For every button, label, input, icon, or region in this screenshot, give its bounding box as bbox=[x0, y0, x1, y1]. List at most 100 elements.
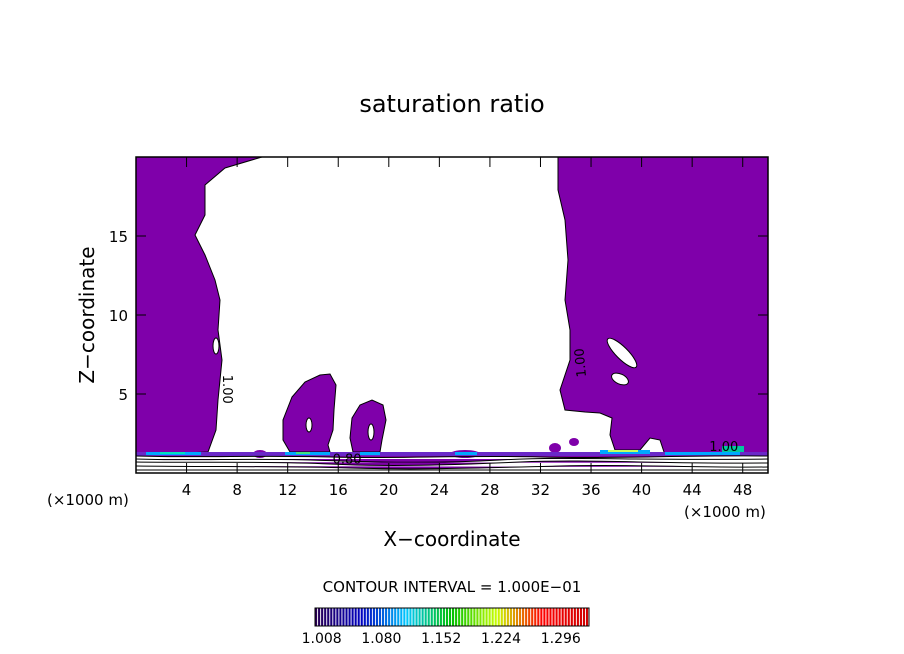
colorbar bbox=[315, 608, 589, 626]
saturated-patch bbox=[569, 438, 579, 446]
colorbar-tick-label: 1.224 bbox=[481, 631, 521, 647]
colorbar-swatch bbox=[430, 608, 433, 626]
colorbar-swatch bbox=[336, 608, 339, 626]
saturated-patch bbox=[549, 443, 561, 453]
colorbar-frame bbox=[314, 607, 590, 627]
colorbar-swatch bbox=[333, 608, 336, 626]
contour-labels: 1.00 1.00 0.80 1.00 bbox=[219, 348, 738, 468]
colorbar-swatch bbox=[406, 608, 409, 626]
saturated-region-right bbox=[557, 157, 768, 456]
colorbar-swatch bbox=[415, 608, 418, 626]
colorbar-swatch bbox=[427, 608, 430, 626]
ground-contours bbox=[136, 455, 768, 471]
colorbar-tick-labels: 1.008 1.080 1.152 1.224 1.296 bbox=[302, 631, 581, 647]
colorbar-swatch bbox=[522, 608, 525, 626]
colorbar-swatch bbox=[549, 608, 552, 626]
colorbar-swatch bbox=[391, 608, 394, 626]
colorbar-swatch bbox=[372, 608, 375, 626]
colorbar-swatch bbox=[436, 608, 439, 626]
y-tick-label: 15 bbox=[109, 228, 128, 246]
colorbar-swatch bbox=[351, 608, 354, 626]
colorbar-swatch bbox=[315, 608, 318, 626]
x-tick-label: 16 bbox=[329, 481, 348, 499]
colorbar-swatch bbox=[503, 608, 506, 626]
colorbar-swatch bbox=[561, 608, 564, 626]
colorbar-tick-label: 1.008 bbox=[302, 631, 342, 647]
colorbar-swatch bbox=[375, 608, 379, 626]
colorbar-swatch bbox=[394, 608, 397, 626]
x-tick-label: 48 bbox=[733, 481, 752, 499]
x-tick-label: 44 bbox=[683, 481, 702, 499]
x-tick-label: 8 bbox=[232, 481, 242, 499]
unsaturated-hole bbox=[611, 372, 629, 386]
colorbar-swatch bbox=[573, 608, 576, 626]
colorbar-swatch bbox=[531, 608, 534, 626]
colorbar-swatch bbox=[582, 608, 586, 626]
colorbar-swatch bbox=[485, 608, 488, 626]
colorbar-swatch bbox=[388, 608, 391, 626]
colorbar-swatch bbox=[345, 608, 348, 626]
colorbar-swatch bbox=[445, 608, 449, 626]
colorbar-swatch bbox=[366, 608, 369, 626]
colorbar-swatch bbox=[470, 608, 473, 626]
colorbar-swatch bbox=[500, 608, 503, 626]
colorbar-swatch bbox=[555, 608, 558, 626]
colorbar-swatch bbox=[482, 608, 485, 626]
saturated-bubble bbox=[282, 373, 337, 453]
colorbar-swatch bbox=[464, 608, 467, 626]
colorbar-swatch bbox=[525, 608, 528, 626]
colorbar-swatch bbox=[397, 608, 400, 626]
colorbar-swatch bbox=[534, 608, 537, 626]
colorbar-swatch bbox=[339, 608, 342, 626]
colorbar-swatch bbox=[439, 608, 442, 626]
colorbar-swatch bbox=[494, 608, 497, 626]
colorbar-swatch bbox=[327, 608, 330, 626]
colorbar-swatch bbox=[448, 608, 452, 626]
colorbar-swatch bbox=[558, 608, 561, 626]
colorbar-swatch bbox=[400, 608, 403, 626]
colorbar-swatch bbox=[473, 608, 476, 626]
colorbar-swatch bbox=[540, 608, 543, 626]
colorbar-swatch bbox=[318, 608, 321, 626]
contour-interval-text: CONTOUR INTERVAL = 1.000E−01 bbox=[323, 578, 582, 596]
colorbar-swatch bbox=[324, 608, 327, 626]
colorbar-swatch bbox=[528, 608, 531, 626]
colorbar-swatch bbox=[409, 608, 412, 626]
colorbar-swatch bbox=[330, 608, 333, 626]
y-tick-label: 5 bbox=[118, 386, 128, 404]
colorbar-swatch bbox=[467, 608, 470, 626]
colorbar-swatch bbox=[491, 608, 494, 626]
colorbar-swatch bbox=[357, 608, 360, 626]
unsaturated-hole bbox=[367, 423, 375, 441]
colorbar-swatch bbox=[442, 608, 445, 626]
colorbar-swatch bbox=[570, 608, 573, 626]
colorbar-swatch bbox=[363, 608, 366, 626]
y-axis-title: Z−coordinate bbox=[75, 246, 99, 383]
colorbar-swatch bbox=[458, 608, 461, 626]
colorbar-swatch bbox=[360, 608, 363, 626]
x-tick-label: 32 bbox=[531, 481, 550, 499]
colorbar-swatch bbox=[452, 608, 455, 626]
colorbar-swatch bbox=[421, 608, 424, 626]
colorbar-swatch bbox=[576, 608, 579, 626]
colorbar-swatch bbox=[342, 608, 345, 626]
x-tick-label: 40 bbox=[632, 481, 651, 499]
x-tick-label: 12 bbox=[278, 481, 297, 499]
colorbar-swatch bbox=[543, 608, 546, 626]
colorbar-tick-label: 1.152 bbox=[421, 631, 461, 647]
colorbar-swatch bbox=[515, 608, 519, 626]
colorbar-swatch bbox=[354, 608, 357, 626]
colorbar-swatch bbox=[381, 608, 385, 626]
colorbar-swatch bbox=[506, 608, 509, 626]
ground-bands bbox=[136, 446, 768, 456]
x-tick-label: 28 bbox=[480, 481, 499, 499]
colorbar-swatch bbox=[579, 608, 582, 626]
colorbar-swatch bbox=[412, 608, 415, 626]
plot-area bbox=[136, 157, 768, 473]
colorbar-swatch bbox=[369, 608, 372, 626]
x-tick-label: 24 bbox=[430, 481, 449, 499]
x-axis-title: X−coordinate bbox=[383, 527, 520, 551]
colorbar-swatch bbox=[546, 608, 549, 626]
colorbar-swatch bbox=[455, 608, 458, 626]
